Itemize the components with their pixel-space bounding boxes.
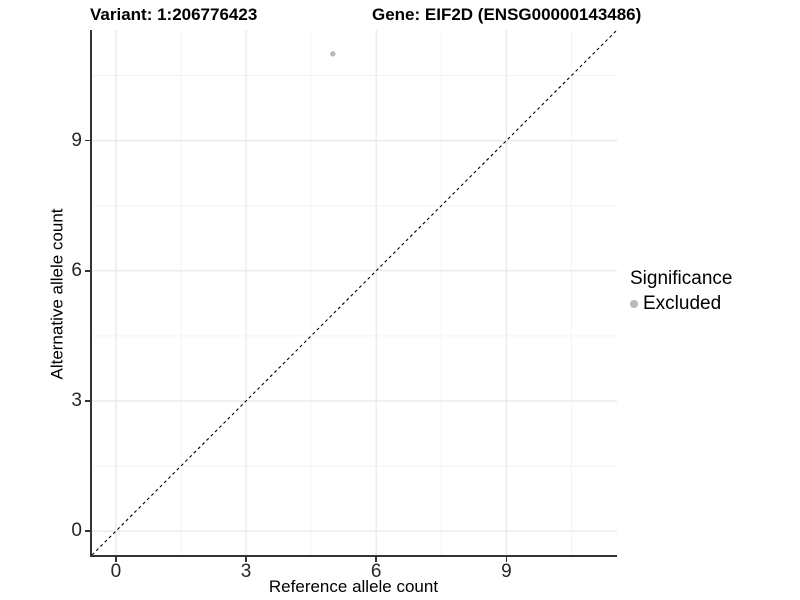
plot-panel <box>90 30 617 557</box>
legend: Significance Excluded <box>630 267 732 316</box>
legend-title: Significance <box>630 268 733 289</box>
y-tick-label: 9 <box>71 129 82 151</box>
x-tick-label: 3 <box>240 561 252 582</box>
x-tick-mark <box>245 557 247 562</box>
x-tick-mark <box>115 557 117 562</box>
x-tick-label: 6 <box>370 561 382 582</box>
y-tick-label: 6 <box>71 259 82 281</box>
y-tick-mark <box>85 530 90 532</box>
x-tick-mark <box>505 557 508 562</box>
x-tick-label: 0 <box>110 561 122 582</box>
identity-reference-line <box>92 30 617 555</box>
legend-item-label: Excluded <box>643 293 722 314</box>
gene-title: Gene: EIF2D (ENSG00000143486) <box>372 5 642 24</box>
data-point <box>330 51 336 57</box>
x-tick-label: 9 <box>501 561 512 582</box>
y-tick-mark <box>85 400 90 402</box>
y-tick-mark <box>85 139 90 142</box>
x-axis-title: Reference allele count <box>268 577 439 596</box>
y-tick-label: 3 <box>71 389 82 411</box>
variant-title: Variant: 1:206776423 <box>90 5 258 24</box>
y-tick-label: 0 <box>71 520 82 542</box>
scatter-plot <box>92 30 617 555</box>
legend-item-excluded: Excluded <box>630 292 732 316</box>
legend-point-icon <box>630 300 638 308</box>
y-tick-mark <box>85 270 90 272</box>
x-tick-mark <box>375 557 377 562</box>
y-axis-title: Alternative allele count <box>48 207 68 380</box>
